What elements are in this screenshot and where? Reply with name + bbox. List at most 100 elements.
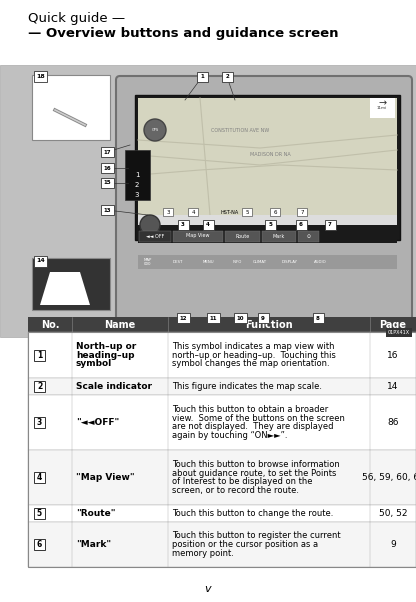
Text: of Interest to be displayed on the: of Interest to be displayed on the [172,477,312,486]
Bar [34,256,47,267]
Text: symbol: symbol [76,359,112,368]
Text: 50, 52: 50, 52 [379,509,407,518]
Text: 01PX41X: 01PX41X [388,330,410,335]
Bar [206,313,220,323]
Text: 9: 9 [261,315,265,320]
Text: "Route": "Route" [76,509,116,518]
Text: CONSTITUTION AVE NW: CONSTITUTION AVE NW [211,128,269,132]
Text: 18: 18 [36,73,45,78]
Text: 5: 5 [37,509,42,518]
Bar [265,220,275,230]
Bar [34,508,45,519]
Text: Touch this button to obtain a broader: Touch this button to obtain a broader [172,405,328,414]
Bar [125,150,150,200]
Bar [34,417,45,428]
Text: 15: 15 [103,181,111,185]
Text: 3: 3 [37,418,42,427]
Bar [101,205,114,215]
Text: 7: 7 [328,223,332,228]
Bar [370,98,395,118]
Bar [135,95,400,240]
Bar [138,98,397,215]
Text: MADISON DR NA: MADISON DR NA [250,152,290,158]
Bar [28,378,416,395]
Bar [34,71,47,82]
Polygon shape [40,272,90,305]
Text: are not displayed.  They are displayed: are not displayed. They are displayed [172,422,334,431]
Text: Route: Route [235,234,250,238]
Bar [28,505,416,522]
Text: ⊙: ⊙ [307,234,311,238]
Text: 3: 3 [181,223,185,228]
Bar [34,350,45,361]
Text: again by touching “ON►►”.: again by touching “ON►►”. [172,431,287,439]
Bar [324,220,335,230]
Bar [28,522,416,567]
Bar [0,65,416,337]
Bar [262,231,296,242]
Text: Mark: Mark [273,234,285,238]
Bar [178,220,188,230]
Bar [32,75,110,140]
Bar [101,178,114,188]
FancyBboxPatch shape [242,208,252,216]
Text: HST-NA: HST-NA [221,209,239,214]
Ellipse shape [140,215,160,235]
Text: 4: 4 [191,209,195,214]
FancyBboxPatch shape [270,208,280,216]
Bar [173,231,223,242]
Text: This symbol indicates a map view with: This symbol indicates a map view with [172,342,334,351]
Bar [138,215,397,225]
Text: DEST: DEST [173,260,183,264]
Text: Touch this button to register the current: Touch this button to register the curren… [172,532,341,541]
Text: 16: 16 [387,350,399,359]
Text: MENU: MENU [202,260,214,264]
Bar [28,450,416,505]
Text: ◄◄ OFF: ◄◄ OFF [146,234,164,238]
FancyBboxPatch shape [163,208,173,216]
Text: 5: 5 [245,209,249,214]
Text: Scale indicator: Scale indicator [76,382,152,391]
Bar [295,220,307,230]
Text: Name: Name [104,320,136,329]
Text: 16: 16 [103,166,111,170]
FancyBboxPatch shape [188,208,198,216]
Text: "Map View": "Map View" [76,473,135,482]
Text: symbol changes the map orientation.: symbol changes the map orientation. [172,359,329,368]
Text: 6: 6 [273,209,277,214]
Text: MAP
000: MAP 000 [144,258,152,266]
Bar [233,313,247,323]
Text: 1: 1 [200,75,204,79]
Text: 6: 6 [37,540,42,549]
Text: Touch this button to change the route.: Touch this button to change the route. [172,509,333,518]
Text: Map View: Map View [186,234,210,238]
Bar [101,163,114,173]
Text: "◄◄OFF": "◄◄OFF" [76,418,119,427]
Bar [139,231,171,242]
Text: north–up or heading–up.  Touching this: north–up or heading–up. Touching this [172,350,336,359]
Text: 17: 17 [103,149,111,155]
Bar [28,332,416,378]
Bar [28,317,416,332]
Bar [196,72,208,82]
Text: 9: 9 [390,540,396,549]
Text: DISPLAY: DISPLAY [282,260,298,264]
Text: Touch this button to browse information: Touch this button to browse information [172,461,340,469]
Text: 4: 4 [37,473,42,482]
Text: heading–up: heading–up [76,350,134,359]
Text: No.: No. [41,320,59,329]
Bar [34,381,45,392]
Text: position or the cursor position as a: position or the cursor position as a [172,540,318,549]
Bar [176,313,190,323]
Bar [298,231,319,242]
Bar [138,255,397,269]
Ellipse shape [144,119,166,141]
Text: 86: 86 [387,418,399,427]
Text: 56, 59, 60, 61: 56, 59, 60, 61 [362,473,416,482]
Text: "Mark": "Mark" [76,540,111,549]
Bar [28,395,416,450]
Text: — Overview buttons and guidance screen: — Overview buttons and guidance screen [28,27,339,40]
Text: →: → [379,98,387,108]
Text: 1: 1 [135,172,139,178]
Text: screen, or to record the route.: screen, or to record the route. [172,486,299,495]
